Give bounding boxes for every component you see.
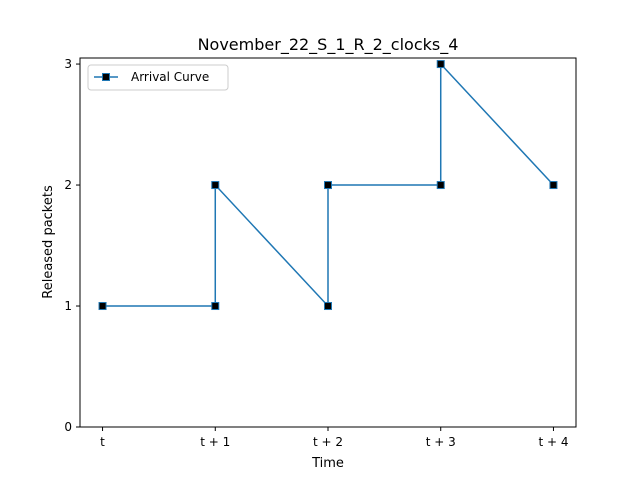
data-point bbox=[211, 302, 220, 311]
x-axis-label: Time bbox=[311, 456, 344, 471]
axes: t t + 1 t + 2 t + 3 t + 4 0 1 2 3 bbox=[64, 57, 577, 449]
y-tick-label: 0 bbox=[64, 420, 72, 434]
y-tick-label: 1 bbox=[64, 299, 72, 313]
data-point bbox=[211, 181, 220, 190]
plot-area bbox=[98, 60, 558, 311]
data-point bbox=[436, 181, 445, 190]
data-point bbox=[324, 181, 332, 190]
x-tick-label: t + 3 bbox=[426, 435, 456, 449]
x-tick-label: t + 4 bbox=[538, 435, 568, 449]
data-point bbox=[324, 302, 332, 311]
data-point bbox=[98, 302, 107, 311]
x-tick-label: t + 1 bbox=[200, 435, 230, 449]
y-axis-label: Released packets bbox=[41, 185, 56, 299]
data-point bbox=[436, 60, 445, 69]
legend-label: Arrival Curve bbox=[131, 70, 209, 84]
x-tick-label: t + 2 bbox=[313, 435, 343, 449]
legend-box bbox=[87, 64, 229, 91]
chart-title: November_22_S_1_R_2_clocks_4 bbox=[198, 35, 459, 55]
data-point bbox=[549, 181, 558, 190]
series-line bbox=[102, 62, 555, 308]
x-tick-label: t bbox=[100, 435, 105, 449]
y-tick-label: 2 bbox=[64, 178, 72, 192]
legend: Arrival Curve bbox=[87, 64, 229, 91]
y-tick-label: 3 bbox=[64, 57, 72, 71]
legend-marker bbox=[102, 73, 110, 81]
